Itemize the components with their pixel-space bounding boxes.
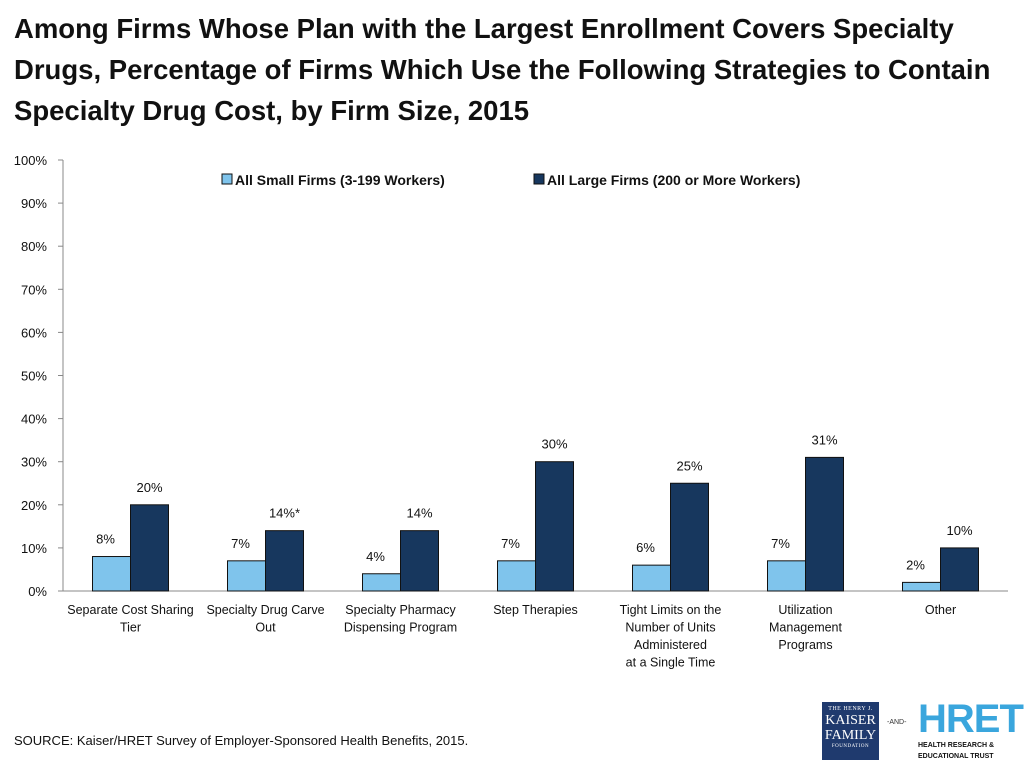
- hret-logo-line1: HEALTH RESEARCH &: [918, 742, 995, 749]
- data-label-large: 10%: [946, 523, 972, 538]
- kff-logo-line2b: FAMILY: [824, 728, 877, 743]
- y-tick-label: 60%: [21, 325, 47, 340]
- bar-small: [227, 560, 266, 592]
- category-label: Specialty Pharmacy: [345, 603, 456, 617]
- category-label: Out: [255, 621, 276, 635]
- bar-large: [400, 530, 439, 592]
- y-tick-label: 90%: [21, 196, 47, 211]
- y-tick-label: 10%: [21, 541, 47, 556]
- legend-label-large: All Large Firms (200 or More Workers): [547, 172, 800, 188]
- y-tick-label: 50%: [21, 369, 47, 384]
- logo-and-text: -AND-: [887, 719, 907, 726]
- bar-large: [265, 530, 304, 592]
- data-label-small: 7%: [501, 536, 520, 551]
- bar-small: [767, 560, 806, 592]
- category-label: Administered: [634, 638, 707, 652]
- category-label: Specialty Drug Carve: [206, 603, 324, 617]
- bar-small: [92, 556, 131, 592]
- data-label-large: 14%*: [269, 506, 300, 521]
- category-label: Step Therapies: [493, 603, 578, 617]
- category-label: at a Single Time: [626, 656, 716, 670]
- bar-large: [805, 456, 844, 592]
- chart-title: Among Firms Whose Plan with the Largest …: [14, 13, 991, 126]
- kff-logo: THE HENRY J. KAISER FAMILY FOUNDATION: [822, 702, 879, 760]
- kff-logo-line2a: KAISER: [825, 713, 876, 728]
- data-label-small: 7%: [231, 536, 250, 551]
- bar-chart: 0% 10% 20% 30% 40% 50% 60% 70% 80% 90% 100% 8% 7% 4% 7…: [14, 153, 1008, 670]
- bar-large: [940, 547, 979, 592]
- category-label: Dispensing Program: [344, 621, 457, 635]
- data-label-large: 14%: [406, 506, 432, 521]
- data-label-small: 2%: [906, 557, 925, 572]
- category-label: Programs: [778, 638, 832, 652]
- y-tick-label: 20%: [21, 498, 47, 513]
- kff-logo-line1: THE HENRY J.: [828, 706, 873, 712]
- category-label: Number of Units: [625, 621, 715, 635]
- bar-small: [497, 560, 536, 592]
- data-label-large: 30%: [541, 437, 567, 452]
- legend-swatch-small: [221, 173, 233, 185]
- category-label: Other: [925, 603, 956, 617]
- legend-swatch-large: [533, 173, 545, 185]
- hret-logo-mark: HRET: [918, 697, 1024, 741]
- y-tick-label: 30%: [21, 455, 47, 470]
- category-label: Tight Limits on the: [620, 603, 722, 617]
- data-label-small: 7%: [771, 536, 790, 551]
- data-label-small: 4%: [366, 549, 385, 564]
- data-label-small: 8%: [96, 532, 115, 547]
- legend-label-small: All Small Firms (3-199 Workers): [235, 172, 445, 188]
- bar-large: [670, 482, 709, 592]
- y-tick-label: 70%: [21, 282, 47, 297]
- y-tick-label: 40%: [21, 412, 47, 427]
- source-note: SOURCE: Kaiser/HRET Survey of Employer-S…: [14, 733, 469, 748]
- bar-large: [535, 461, 574, 592]
- y-tick-label: 80%: [21, 239, 47, 254]
- bar-small: [362, 573, 401, 592]
- category-label: Management: [769, 621, 842, 635]
- y-tick-label: 100%: [14, 153, 48, 168]
- category-label: Tier: [120, 621, 141, 635]
- data-label-large: 31%: [811, 432, 837, 447]
- category-label: Separate Cost Sharing: [67, 603, 194, 617]
- category-label: Utilization: [778, 603, 832, 617]
- data-label-large: 25%: [676, 458, 702, 473]
- bar-large: [130, 504, 169, 592]
- bar-small: [632, 564, 671, 592]
- kff-logo-line3: FOUNDATION: [831, 744, 870, 749]
- y-tick-label: 0%: [28, 584, 47, 599]
- data-label-small: 6%: [636, 540, 655, 555]
- hret-logo-line2: EDUCATIONAL TRUST: [918, 753, 994, 760]
- bar-small: [902, 581, 941, 592]
- hret-logo: HRET HEALTH RESEARCH & EDUCATIONAL TRUST: [918, 697, 1024, 761]
- data-label-large: 20%: [136, 480, 162, 495]
